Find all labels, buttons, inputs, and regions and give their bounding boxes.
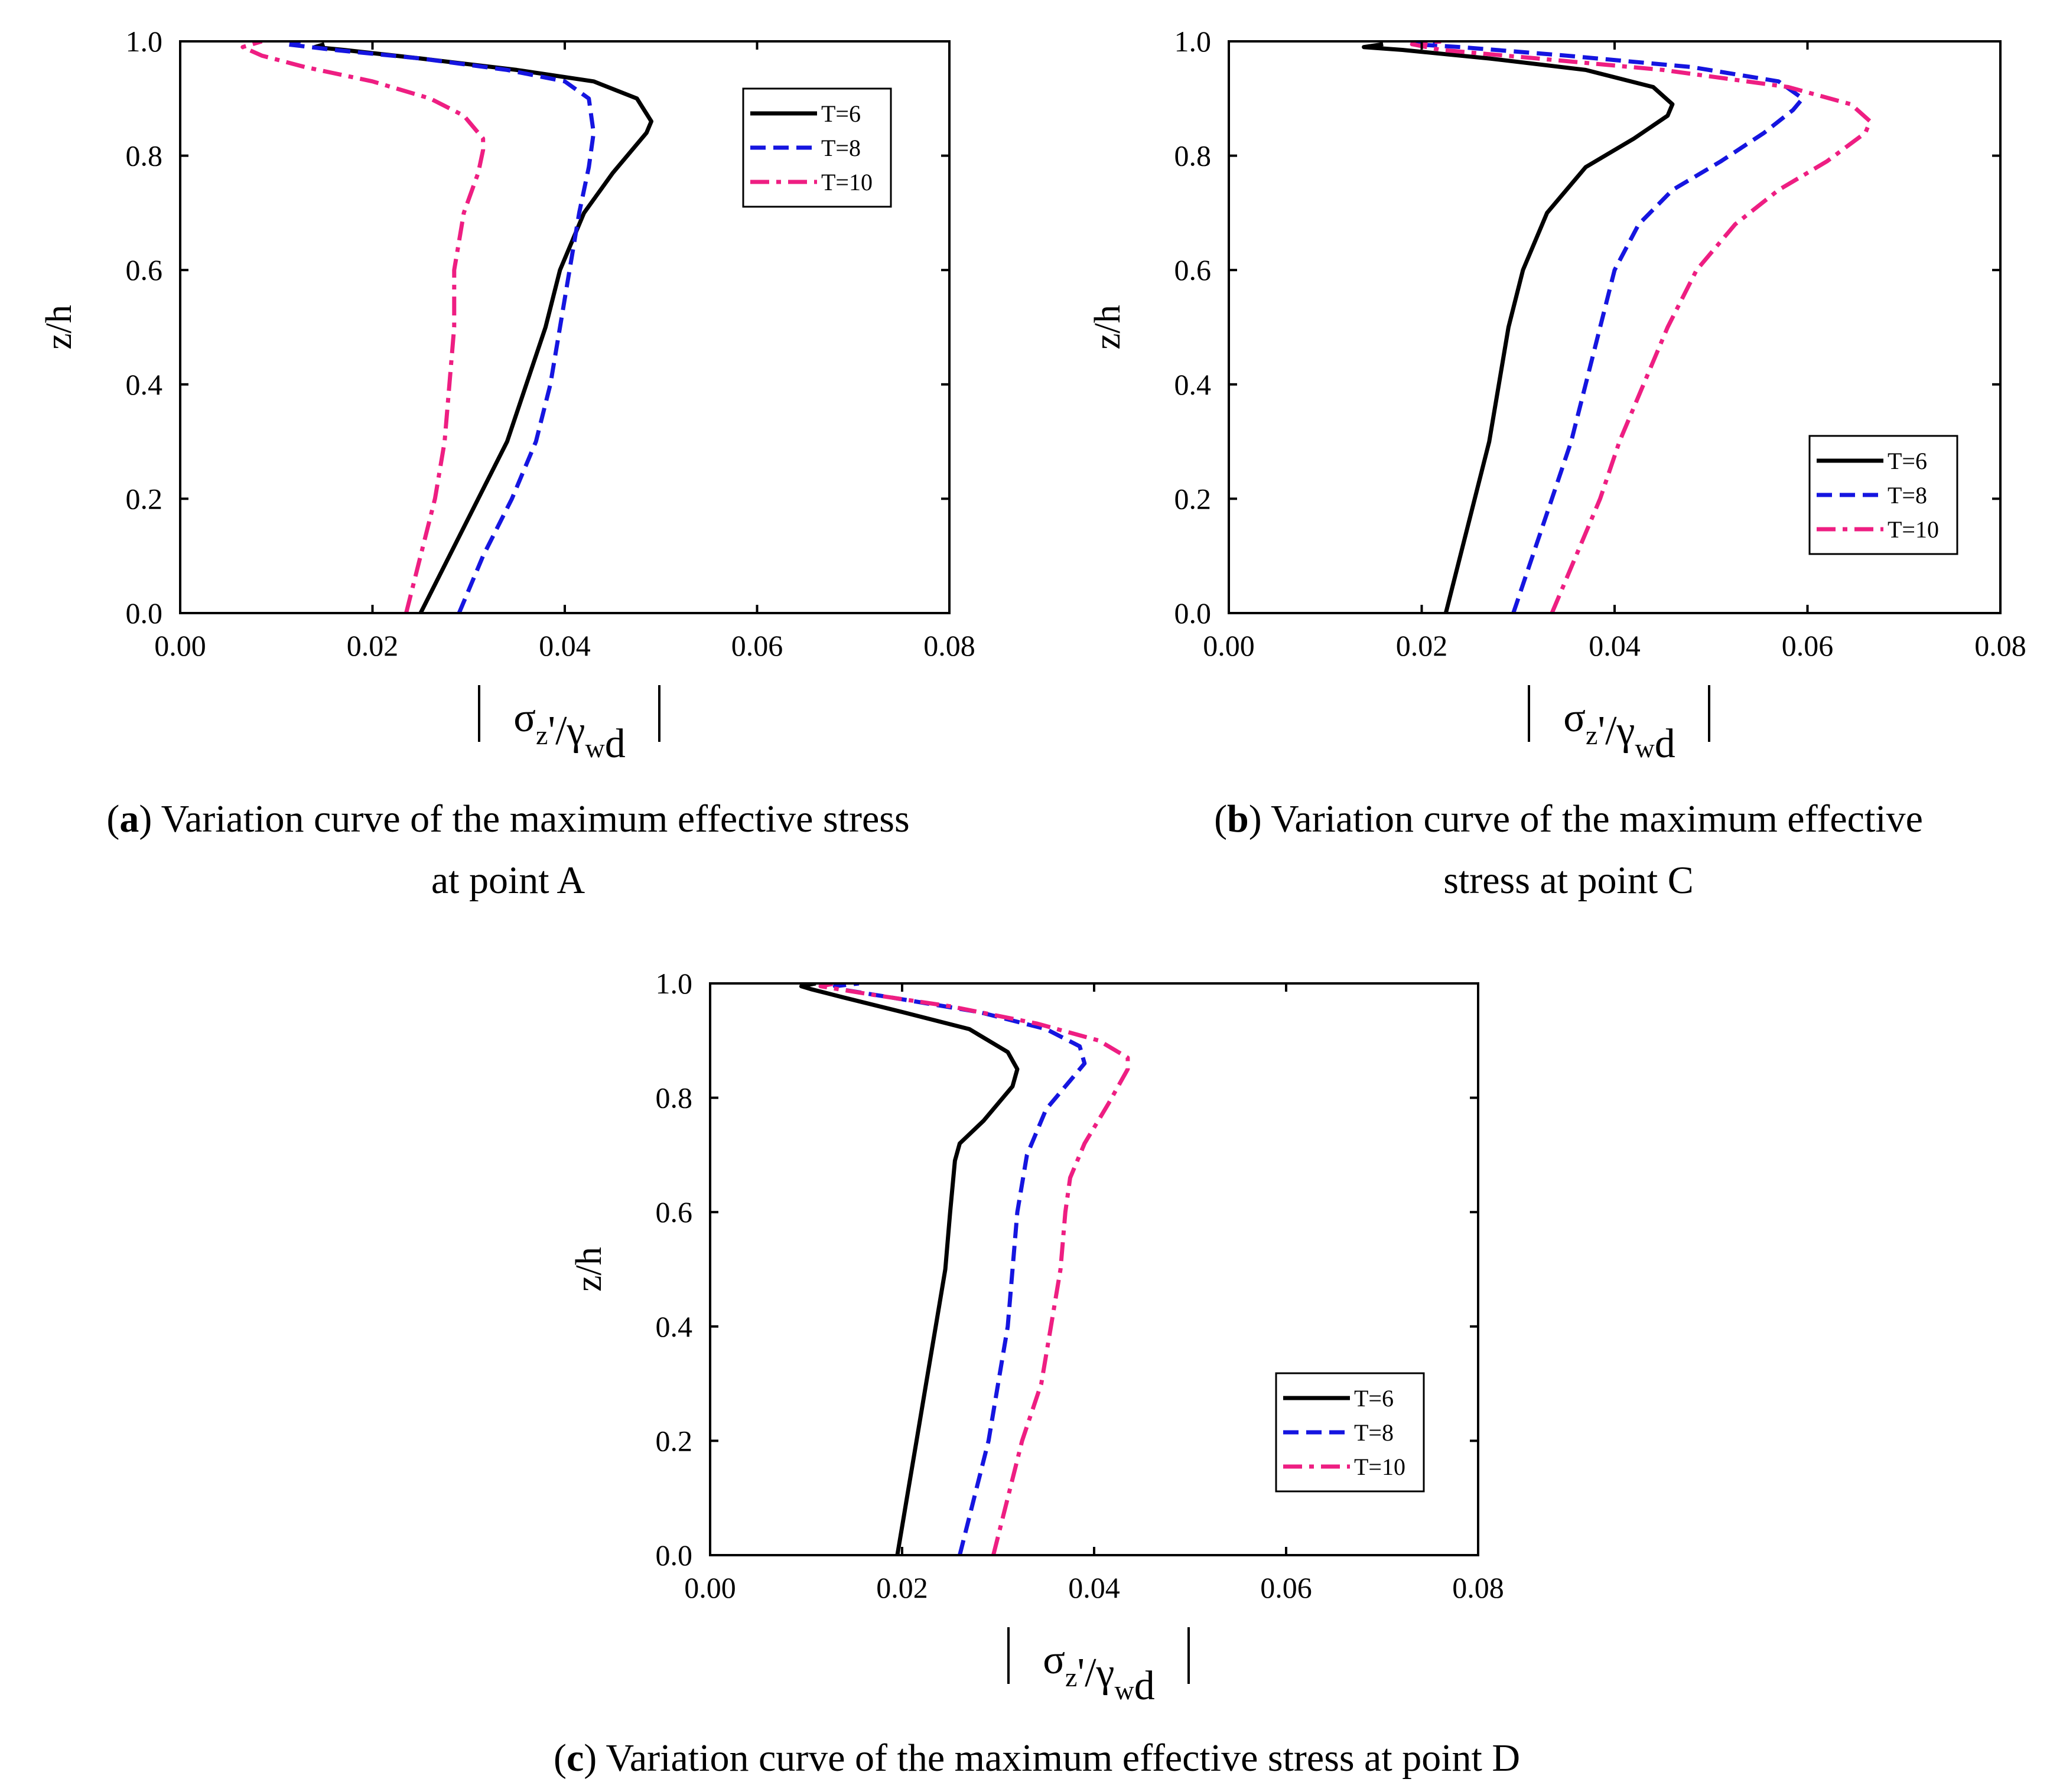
x-tick-label: 0.04 bbox=[539, 629, 591, 662]
caption-b-line1: (b) Variation curve of the maximum effec… bbox=[1214, 797, 1923, 840]
y-tick-label: 1.0 bbox=[1174, 25, 1212, 58]
y-tick-label: 1.0 bbox=[126, 25, 163, 58]
y-tick-label: 0.0 bbox=[1174, 597, 1212, 630]
legend-label-t10: T=10 bbox=[1888, 516, 1939, 543]
x-axis-label-subscript: z bbox=[1065, 1662, 1077, 1692]
series-line-t10 bbox=[1410, 41, 1873, 613]
legend-label-t6: T=6 bbox=[821, 100, 861, 127]
x-axis-label-subscript: z bbox=[536, 720, 548, 750]
x-tick-label: 0.08 bbox=[1452, 1571, 1504, 1604]
chart-c: 0.00 0.02 0.04 0.06 0.08 0.0 0.2 0.4 0.6 0.8 1.0 z/… bbox=[569, 967, 1504, 1709]
caption-c-letter: c bbox=[567, 1736, 584, 1780]
legend: T=6 T=8 T=10 bbox=[1275, 1372, 1425, 1493]
caption-b-text: Variation curve of the maximum effective bbox=[1262, 797, 1923, 840]
x-tick-label: 0.02 bbox=[1396, 629, 1448, 662]
x-tick-label: 0.00 bbox=[684, 1571, 736, 1604]
series-line-t8 bbox=[284, 41, 596, 613]
caption-a-letter: a bbox=[119, 797, 139, 840]
y-tick-label: 0.2 bbox=[126, 482, 163, 515]
series-group bbox=[240, 41, 653, 613]
y-axis-label: z/h bbox=[569, 1247, 609, 1292]
x-axis-label-part: σ bbox=[1043, 1637, 1065, 1683]
series-group bbox=[799, 983, 1130, 1555]
y-tick-label: 0.2 bbox=[656, 1424, 693, 1457]
caption-b-letter: b bbox=[1227, 797, 1249, 840]
x-tick-label: 0.02 bbox=[876, 1571, 928, 1604]
legend-label-t8: T=8 bbox=[821, 135, 861, 161]
y-tick-label: 0.6 bbox=[126, 253, 163, 286]
x-axis-label-part: '/γ bbox=[548, 708, 585, 754]
x-axis-label: σz'/γwd bbox=[1043, 1637, 1154, 1709]
y-tick-label: 0.0 bbox=[126, 597, 163, 630]
x-tick-label: 0.06 bbox=[731, 629, 783, 662]
x-axis-label-part: σ bbox=[1563, 695, 1586, 741]
series-line-t8 bbox=[832, 983, 1087, 1555]
legend-label-t10: T=10 bbox=[821, 169, 873, 196]
series-line-t6 bbox=[1362, 42, 1675, 613]
x-axis-label-subscript: w bbox=[585, 733, 605, 763]
y-tick-label: 0.4 bbox=[1174, 368, 1212, 401]
y-tick-label: 0.2 bbox=[1174, 482, 1212, 515]
x-tick-label: 0.00 bbox=[154, 629, 206, 662]
y-tick-label: 0.8 bbox=[126, 139, 163, 172]
legend: T=6 T=8 T=10 bbox=[1808, 435, 1958, 555]
legend-label-t8: T=8 bbox=[1888, 482, 1927, 509]
legend: T=6 T=8 T=10 bbox=[742, 87, 892, 208]
x-tick-label: 0.04 bbox=[1068, 1571, 1120, 1604]
x-axis-label-part: '/γ bbox=[1597, 708, 1635, 754]
y-tick-label: 0.4 bbox=[126, 368, 163, 401]
legend-box bbox=[1275, 1372, 1425, 1493]
x-axis-label-subscript: w bbox=[1635, 733, 1655, 763]
y-tick-label: 0.4 bbox=[656, 1310, 693, 1343]
caption-a-text: Variation curve of the maximum effective… bbox=[152, 797, 909, 840]
y-tick-label: 0.0 bbox=[656, 1539, 693, 1572]
caption-b-line2: stress at point C bbox=[1443, 859, 1694, 902]
y-tick-label: 0.8 bbox=[656, 1081, 693, 1115]
y-tick-label: 0.6 bbox=[1174, 253, 1212, 286]
y-axis-label: z/h bbox=[39, 305, 79, 350]
x-tick-label: 0.02 bbox=[347, 629, 399, 662]
x-tick-label: 0.08 bbox=[923, 629, 975, 662]
x-axis-label: σz'/γwd bbox=[513, 695, 625, 767]
x-axis-label-part: σ bbox=[513, 695, 536, 741]
series-line-t6 bbox=[313, 42, 653, 613]
series-line-t8 bbox=[1410, 41, 1805, 613]
x-axis-label-subscript: z bbox=[1586, 720, 1597, 750]
chart-a: 0.00 0.02 0.04 0.06 0.08 0.0 0.2 0.4 0.6 0.8 1.0 z/… bbox=[39, 25, 975, 767]
x-tick-label: 0.04 bbox=[1589, 629, 1641, 662]
legend-label-t8: T=8 bbox=[1354, 1419, 1394, 1446]
x-tick-label: 0.08 bbox=[1974, 629, 2026, 662]
y-tick-label: 0.6 bbox=[656, 1195, 693, 1229]
x-axis-label-part: d bbox=[1134, 1663, 1155, 1709]
y-tick-label: 1.0 bbox=[656, 967, 693, 1000]
x-axis-label-part: d bbox=[1655, 721, 1675, 767]
series-group bbox=[1362, 41, 1873, 613]
y-tick-label: 0.8 bbox=[1174, 139, 1212, 172]
series-line-t10 bbox=[240, 41, 486, 613]
series-line-t10 bbox=[818, 983, 1130, 1555]
series-line-t6 bbox=[799, 983, 1020, 1555]
caption-c-line1: (c) Variation curve of the maximum effec… bbox=[554, 1736, 1520, 1780]
x-axis-label-part: d bbox=[605, 721, 626, 767]
x-tick-label: 0.06 bbox=[1260, 1571, 1312, 1604]
x-axis-label-subscript: w bbox=[1114, 1675, 1134, 1705]
chart-b: 0.00 0.02 0.04 0.06 0.08 0.0 0.2 0.4 0.6 0.8 1.0 z/… bbox=[1088, 25, 2026, 767]
legend-label-t6: T=6 bbox=[1354, 1385, 1394, 1412]
legend-label-t6: T=6 bbox=[1888, 448, 1927, 474]
legend-box bbox=[1808, 435, 1958, 555]
caption-a-line2: at point A bbox=[431, 859, 585, 902]
caption-c-text: Variation curve of the maximum effective… bbox=[597, 1736, 1520, 1780]
y-axis-label: z/h bbox=[1088, 305, 1128, 350]
x-axis-label: σz'/γwd bbox=[1563, 695, 1675, 767]
x-axis-label-part: '/γ bbox=[1077, 1650, 1114, 1696]
x-tick-label: 0.06 bbox=[1782, 629, 1834, 662]
legend-label-t10: T=10 bbox=[1354, 1454, 1405, 1480]
caption-a-line1: (a) Variation curve of the maximum effec… bbox=[106, 797, 909, 840]
legend-box bbox=[742, 87, 892, 208]
x-tick-label: 0.00 bbox=[1203, 629, 1255, 662]
